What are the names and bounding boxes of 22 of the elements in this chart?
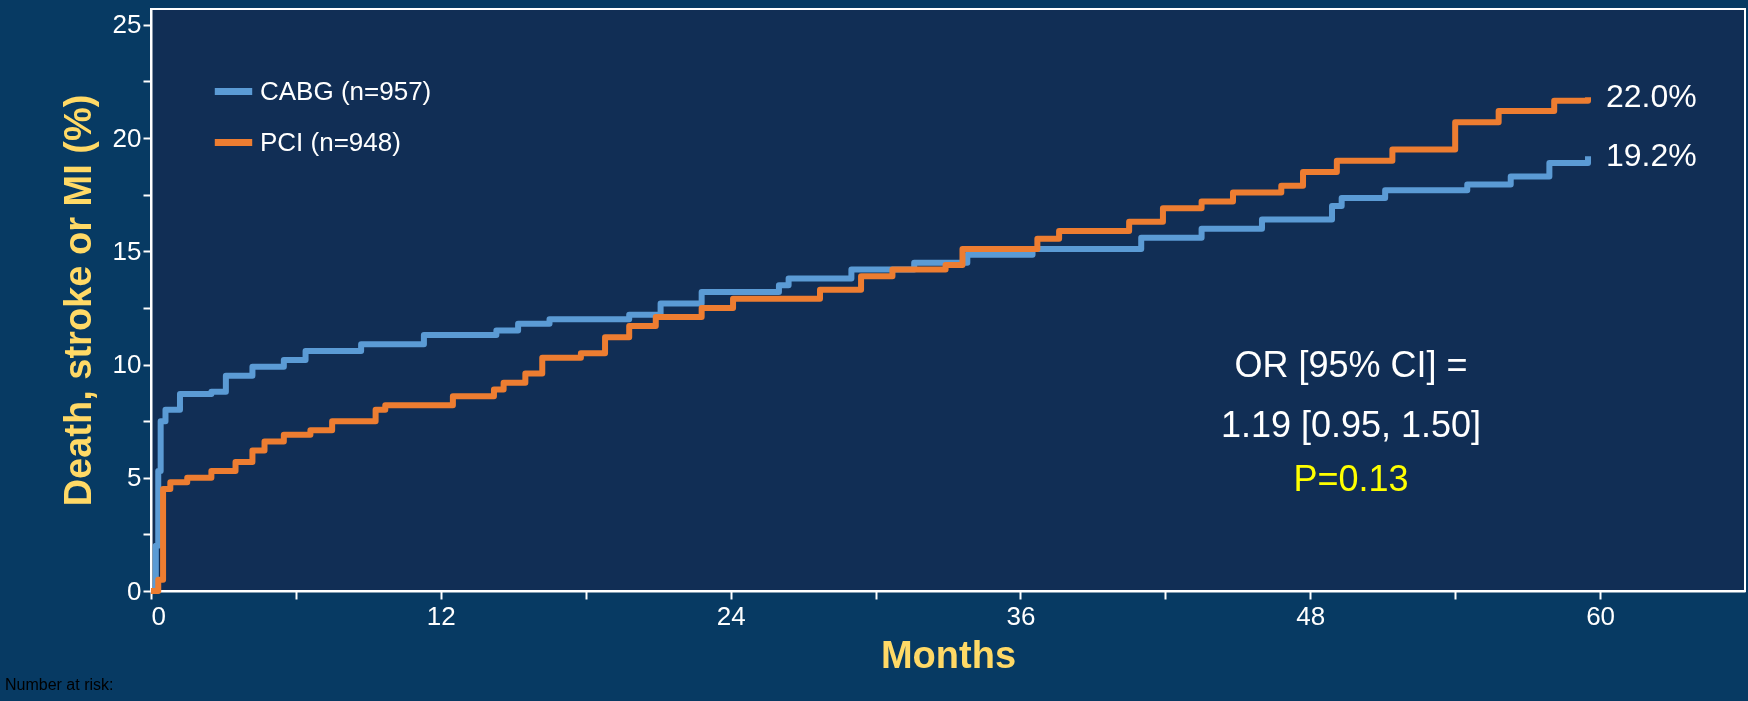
x-tick-label: 36 bbox=[1006, 600, 1036, 631]
legend-label: PCI (n=948) bbox=[260, 126, 401, 157]
x-tick-label: 0 bbox=[151, 600, 166, 631]
annotation: P=0.13 bbox=[1293, 458, 1409, 499]
y-tick-label: 0 bbox=[127, 575, 142, 606]
annotation: OR [95% CI] = bbox=[1234, 344, 1468, 385]
y-tick-label: 20 bbox=[112, 122, 142, 153]
legend-label: CABG (n=957) bbox=[260, 75, 432, 106]
y-tick-label: 15 bbox=[112, 235, 142, 266]
y-axis-title: Death, stroke or MI (%) bbox=[56, 94, 99, 507]
text: Number at risk: bbox=[5, 676, 114, 693]
y-tick-label: 10 bbox=[112, 349, 142, 380]
annotation: 1.19 [0.95, 1.50] bbox=[1220, 404, 1482, 445]
y-tick-label: 25 bbox=[112, 9, 142, 40]
x-tick-label: 12 bbox=[426, 600, 456, 631]
annotation: 22.0% bbox=[1606, 78, 1697, 115]
x-axis-title: Months bbox=[880, 633, 1017, 676]
x-tick-label: 24 bbox=[716, 600, 746, 631]
y-tick-label: 5 bbox=[127, 462, 142, 493]
annotation: 19.2% bbox=[1606, 137, 1697, 174]
x-tick-label: 60 bbox=[1586, 600, 1616, 631]
x-tick-label: 48 bbox=[1296, 600, 1326, 631]
